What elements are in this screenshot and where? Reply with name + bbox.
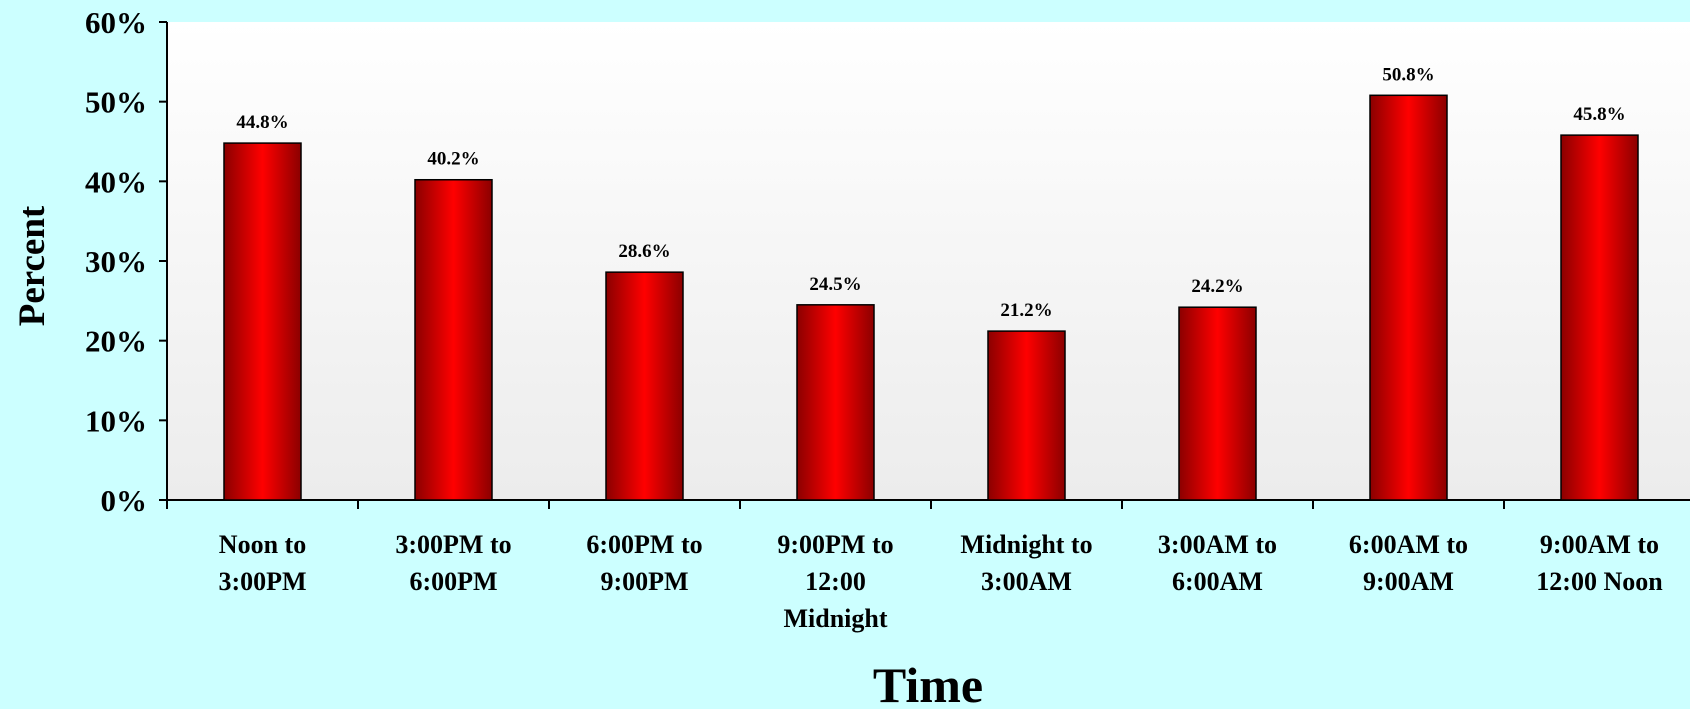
category-labels: Noon to 3:00PM 3:00PM to 6:00PM 6:00PM to 9:0… <box>218 530 1663 633</box>
y-tick-label: 40% <box>85 164 147 199</box>
data-label: 24.2% <box>1191 276 1243 297</box>
category-label: 3:00PM to 6:00PM <box>395 530 511 596</box>
data-label: 40.2% <box>427 149 479 170</box>
bar <box>414 178 493 501</box>
category-label: 6:00AM to 9:00AM <box>1349 530 1468 596</box>
x-axis-title: Time <box>873 657 983 709</box>
category-label: 3:00AM to 6:00AM <box>1158 530 1277 596</box>
bar <box>796 304 875 501</box>
data-label: 44.8% <box>236 112 288 133</box>
data-labels: 44.8% 40.2% 28.6% 24.5% 21.2% 24.2% 50.8% 45.8% <box>236 64 1625 321</box>
data-label: 21.2% <box>1000 300 1052 321</box>
bar <box>1560 134 1639 501</box>
x-axis <box>166 499 1690 509</box>
y-tick-label: 50% <box>85 85 147 120</box>
y-tick-label: 60% <box>85 5 147 40</box>
plot-area <box>167 22 1690 500</box>
category-label: Noon to 3:00PM <box>218 530 306 596</box>
category-label: 9:00AM to 12:00 Noon <box>1536 530 1663 596</box>
y-tick-label: 20% <box>85 324 147 359</box>
bar <box>1369 94 1448 501</box>
bar <box>987 330 1066 501</box>
data-label: 24.5% <box>809 274 861 295</box>
y-axis: 0% 10% 20% 30% 40% 50% 60% <box>85 5 168 518</box>
data-label: 28.6% <box>618 241 670 262</box>
y-tick-label: 10% <box>85 403 147 438</box>
category-label: Midnight to 3:00AM <box>960 530 1092 596</box>
category-label: 6:00PM to 9:00PM <box>586 530 702 596</box>
category-label: 9:00PM to 12:00 Midnight <box>777 530 893 633</box>
bar <box>223 142 302 501</box>
bar <box>605 271 684 501</box>
data-label: 45.8% <box>1573 104 1625 125</box>
y-axis-title: Percent <box>12 205 53 326</box>
data-label: 50.8% <box>1382 64 1434 85</box>
y-tick-label: 0% <box>101 483 148 518</box>
bar <box>1178 306 1257 501</box>
bar-series <box>223 94 1639 501</box>
y-tick-label: 30% <box>85 244 147 279</box>
